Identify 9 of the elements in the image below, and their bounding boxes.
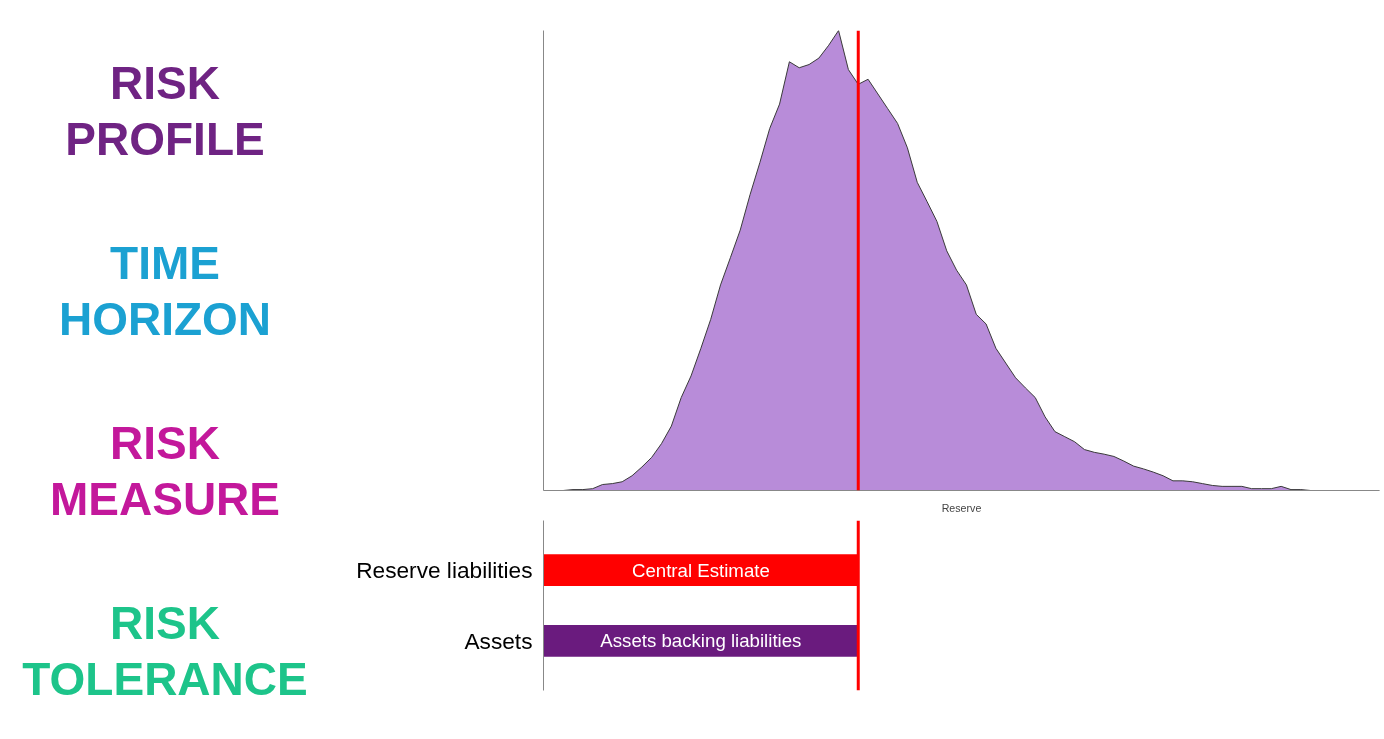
annotation: Assets backing liabilities	[600, 630, 802, 652]
text: TIME HORIZON	[57, 236, 273, 347]
annotation: Central Estimate	[631, 559, 770, 581]
text: RISK PROFILE	[64, 56, 266, 167]
y-tick-label: Reserve liabilities	[356, 557, 533, 584]
y-tick-label: Assets	[464, 627, 533, 654]
text: RISK TOLERANCE	[21, 596, 309, 707]
text: RISK MEASURE	[49, 416, 281, 527]
x-axis-title: Reserve	[941, 501, 982, 514]
